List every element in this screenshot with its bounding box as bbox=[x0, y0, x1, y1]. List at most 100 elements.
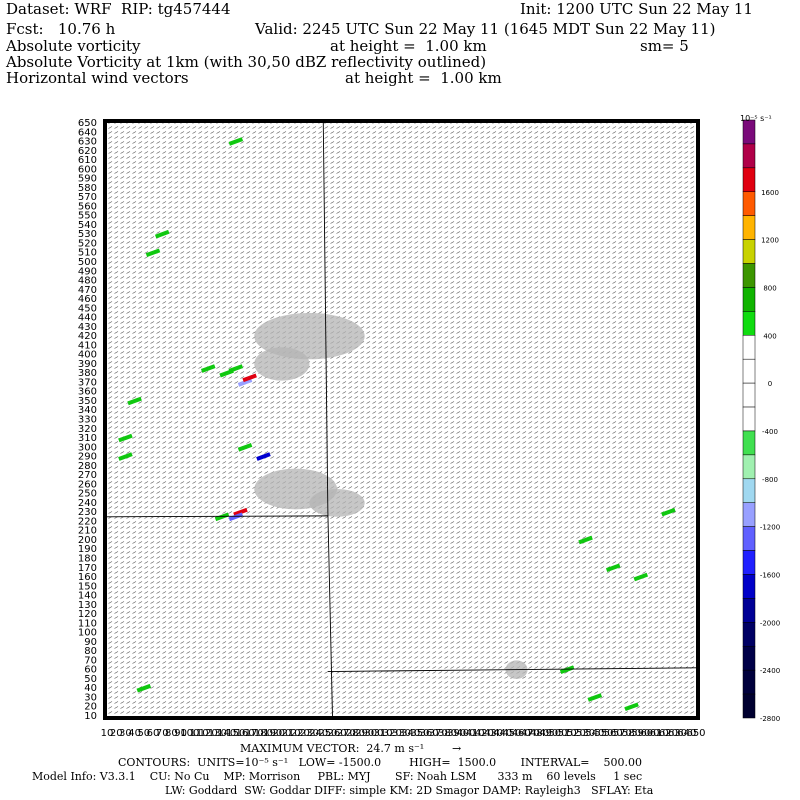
x-tick-label: 570 bbox=[613, 728, 632, 739]
y-tick-label: 630 bbox=[78, 137, 97, 148]
y-tick-label: 80 bbox=[84, 646, 97, 657]
model-info: Model Info: V3.3.1 CU: No Cu MP: Morriso… bbox=[32, 770, 643, 783]
y-tick-label: 490 bbox=[78, 266, 97, 277]
colorbar-swatch bbox=[742, 669, 756, 695]
colorbar-label: 400 bbox=[763, 332, 776, 340]
x-tick-label: 470 bbox=[521, 728, 540, 739]
colorbar-swatch bbox=[742, 526, 756, 551]
vorticity-patch bbox=[200, 364, 216, 373]
x-tick-label: 10 bbox=[101, 728, 114, 739]
x-tick-label: 530 bbox=[576, 728, 595, 739]
x-tick-label: 240 bbox=[309, 728, 328, 739]
colorbar-swatch bbox=[742, 478, 756, 503]
x-tick-label: 130 bbox=[208, 728, 227, 739]
y-tick-label: 620 bbox=[78, 146, 97, 157]
vorticity-patch bbox=[136, 683, 152, 693]
x-tick-label: 420 bbox=[475, 728, 494, 739]
x-tick-label: 450 bbox=[502, 728, 521, 739]
x-tick-label: 490 bbox=[539, 728, 558, 739]
y-tick-label: 470 bbox=[78, 285, 97, 296]
state-boundary-west bbox=[106, 515, 328, 518]
x-tick-label: 150 bbox=[226, 728, 245, 739]
colorbar-swatch bbox=[742, 406, 756, 432]
colorbar-swatch bbox=[742, 382, 756, 408]
state-boundary-vertical bbox=[322, 122, 333, 717]
x-tick-label: 320 bbox=[383, 728, 402, 739]
vorticity-patch bbox=[587, 693, 603, 702]
colorbar-swatch bbox=[742, 191, 756, 216]
y-tick-label: 370 bbox=[78, 377, 97, 388]
x-tick-label: 630 bbox=[668, 728, 687, 739]
colorbar-swatch bbox=[742, 311, 756, 336]
x-tick-label: 640 bbox=[677, 728, 696, 739]
field1-label: Absolute vorticity bbox=[6, 37, 141, 55]
x-tick-label: 60 bbox=[147, 728, 160, 739]
x-tick-label: 380 bbox=[438, 728, 457, 739]
x-tick-label: 510 bbox=[558, 728, 577, 739]
fcst-label: Fcst: 10.76 h bbox=[6, 20, 116, 38]
y-tick-label: 420 bbox=[78, 331, 97, 342]
reflectivity-region bbox=[254, 347, 310, 381]
x-tick-label: 140 bbox=[217, 728, 236, 739]
vorticity-patch bbox=[242, 373, 257, 383]
y-tick-label: 590 bbox=[78, 174, 97, 185]
y-tick-label: 260 bbox=[78, 479, 97, 490]
reflectivity-region bbox=[309, 488, 365, 517]
vorticity-patch bbox=[233, 507, 248, 517]
x-tick-label: 480 bbox=[530, 728, 549, 739]
x-tick-label: 500 bbox=[548, 728, 567, 739]
wind-vector-field bbox=[107, 123, 696, 716]
y-tick-label: 210 bbox=[78, 526, 97, 537]
colorbar-swatch bbox=[742, 239, 756, 264]
colorbar-label: -2400 bbox=[760, 667, 780, 675]
field3-label: Horizontal wind vectors bbox=[6, 69, 189, 87]
colorbar-swatch bbox=[742, 167, 756, 193]
x-tick-label: 210 bbox=[282, 728, 301, 739]
y-tick-label: 450 bbox=[78, 303, 97, 314]
y-tick-label: 560 bbox=[78, 201, 97, 212]
x-tick-label: 100 bbox=[180, 728, 199, 739]
colorbar-swatch bbox=[742, 598, 756, 623]
plot-frame bbox=[103, 119, 700, 720]
x-tick-label: 170 bbox=[245, 728, 264, 739]
field3-height: at height = 1.00 km bbox=[345, 69, 502, 87]
init-label: Init: 1200 UTC Sun 22 May 11 bbox=[520, 0, 753, 18]
vorticity-patch bbox=[118, 452, 133, 461]
y-tick-label: 520 bbox=[78, 238, 97, 249]
y-tick-label: 40 bbox=[84, 683, 97, 694]
y-tick-label: 410 bbox=[78, 340, 97, 351]
model-info-2: LW: Goddard SW: Goddar DIFF: simple KM: … bbox=[165, 784, 654, 797]
x-tick-label: 580 bbox=[622, 728, 641, 739]
x-tick-label: 440 bbox=[493, 728, 512, 739]
vorticity-patch bbox=[214, 512, 230, 522]
vorticity-patch bbox=[145, 248, 161, 257]
y-tick-label: 440 bbox=[78, 313, 97, 324]
x-tick-label: 230 bbox=[300, 728, 319, 739]
colorbar-swatch bbox=[742, 574, 756, 599]
state-boundary-south bbox=[327, 667, 697, 672]
y-tick-label: 170 bbox=[78, 563, 97, 574]
field1-height: at height = 1.00 km bbox=[330, 37, 487, 55]
colorbar-swatch bbox=[742, 215, 756, 240]
y-tick-label: 140 bbox=[78, 591, 97, 602]
y-tick-label: 380 bbox=[78, 368, 97, 379]
colorbar-swatch bbox=[742, 263, 756, 288]
vorticity-patch bbox=[633, 572, 649, 582]
y-tick-label: 300 bbox=[78, 442, 97, 453]
y-tick-label: 250 bbox=[78, 489, 97, 500]
x-tick-label: 180 bbox=[254, 728, 273, 739]
y-tick-label: 310 bbox=[78, 433, 97, 444]
x-tick-label: 520 bbox=[567, 728, 586, 739]
vorticity-patch bbox=[237, 378, 253, 387]
x-tick-label: 460 bbox=[512, 728, 531, 739]
x-tick-label: 370 bbox=[429, 728, 448, 739]
y-tick-label: 610 bbox=[78, 155, 97, 166]
y-tick-label: 510 bbox=[78, 248, 97, 259]
x-tick-label: 400 bbox=[456, 728, 475, 739]
x-tick-label: 560 bbox=[604, 728, 623, 739]
x-tick-label: 350 bbox=[410, 728, 429, 739]
x-tick-label: 30 bbox=[119, 728, 132, 739]
x-tick-label: 220 bbox=[291, 728, 310, 739]
vorticity-patch bbox=[559, 665, 575, 674]
